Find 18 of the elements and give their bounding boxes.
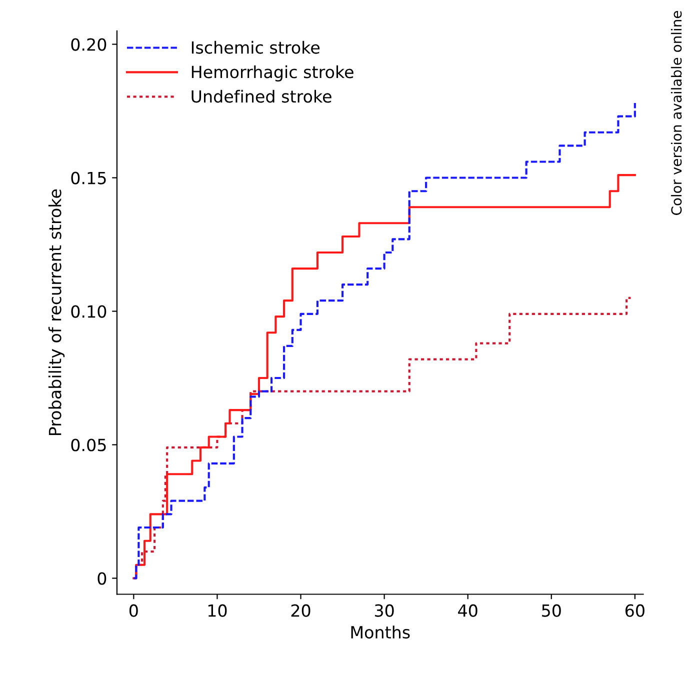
- legend-label: Hemorrhagic stroke: [192, 65, 354, 82]
- y-tick-label: 0.05: [71, 438, 106, 452]
- x-tick-label: 20: [291, 604, 310, 617]
- y-tick-label: 0.15: [71, 172, 106, 184]
- y-axis-title: Probability of recurrent stroke: [48, 189, 65, 435]
- y-tick-label: 0.20: [71, 38, 106, 51]
- x-tick-label: 50: [542, 604, 561, 617]
- legend-label: Ischemic stroke: [192, 40, 320, 54]
- text: Color version available online: [670, 11, 682, 215]
- x-tick-label: 0: [129, 604, 138, 617]
- y-tick-label: 0: [98, 572, 106, 585]
- y-tick-label: 0.10: [71, 305, 106, 318]
- x-tick-label: 60: [625, 604, 644, 617]
- x-tick-label: 40: [458, 604, 478, 617]
- x-axis-title: Months: [351, 626, 410, 639]
- x-tick-label: 10: [208, 604, 227, 617]
- legend-label: Undefined stroke: [192, 90, 332, 103]
- x-tick-label: 30: [374, 604, 394, 617]
